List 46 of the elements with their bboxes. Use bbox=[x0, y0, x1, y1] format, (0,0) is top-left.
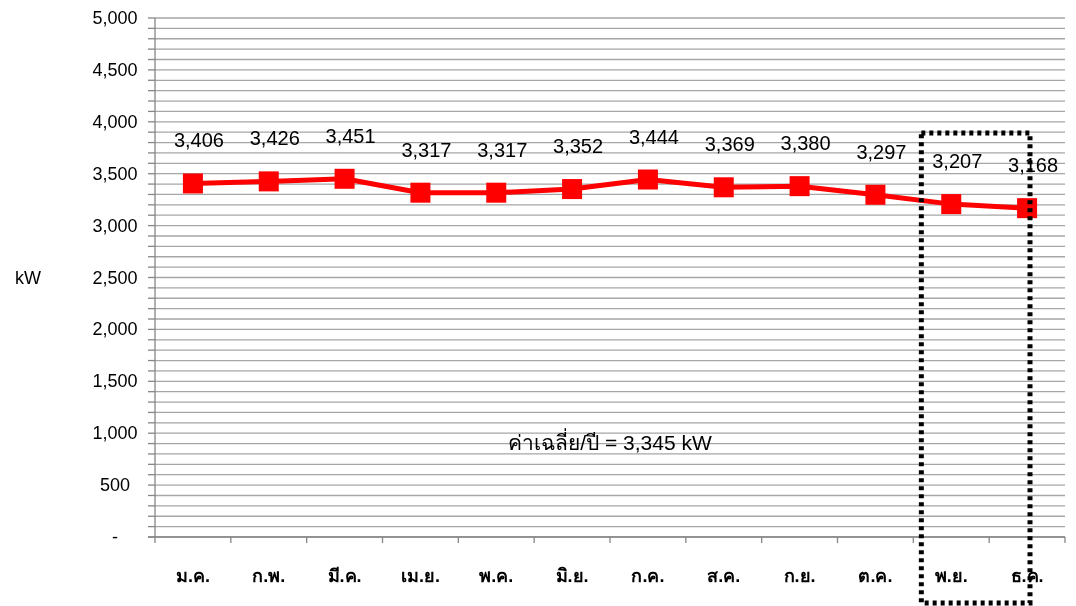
point bbox=[789, 176, 810, 197]
y-tick-label: 2,500 bbox=[92, 267, 138, 288]
y-tick-label: 4,000 bbox=[92, 111, 138, 132]
point bbox=[258, 171, 279, 192]
y-tick-label: 5,000 bbox=[92, 8, 138, 28]
y-tick-label: 500 bbox=[99, 475, 131, 496]
x-tick-label: ก.ย. bbox=[783, 566, 816, 586]
x-tick-label: ก.พ. bbox=[252, 566, 286, 586]
point bbox=[562, 179, 583, 200]
point bbox=[713, 177, 734, 198]
point bbox=[410, 182, 431, 203]
point bbox=[486, 182, 507, 203]
text: 3,380 bbox=[780, 132, 831, 155]
text: 3,297 bbox=[856, 140, 907, 163]
y-axis-title: kW bbox=[15, 267, 41, 288]
text: 3,317 bbox=[401, 138, 452, 161]
x-tick-label: มิ.ย. bbox=[555, 566, 589, 586]
point bbox=[941, 194, 962, 215]
y-tick-label: 1,500 bbox=[92, 371, 138, 392]
y-tick-label: 1,000 bbox=[92, 423, 138, 444]
x-tick-label: พ.ค. bbox=[479, 566, 514, 586]
point bbox=[334, 168, 355, 189]
x-tick-label: ส.ค. bbox=[707, 566, 741, 586]
point bbox=[637, 169, 658, 190]
text: 3,406 bbox=[173, 129, 224, 152]
x-tick-label: ก.ค. bbox=[631, 566, 665, 586]
text: 3,444 bbox=[628, 125, 679, 148]
x-tick-label: ม.ค. bbox=[175, 566, 210, 586]
y-tick-label: 3,000 bbox=[92, 215, 138, 236]
text: 3,207 bbox=[932, 150, 983, 173]
point bbox=[865, 184, 886, 205]
x-tick-label: ต.ค. bbox=[858, 566, 893, 586]
y-tick-label: 4,500 bbox=[92, 59, 138, 80]
x-tick-label: เม.ย. bbox=[400, 566, 440, 586]
text: 3,369 bbox=[704, 133, 755, 156]
text: 3,317 bbox=[477, 138, 528, 161]
x-tick-label: มี.ค. bbox=[327, 566, 362, 586]
x-tick-label: พ.ย. bbox=[934, 566, 968, 586]
text: 3,426 bbox=[249, 127, 300, 150]
point bbox=[182, 173, 203, 194]
text: 3,352 bbox=[553, 135, 604, 158]
text: 3,451 bbox=[325, 124, 376, 147]
y-tick-label: 2,000 bbox=[92, 319, 138, 340]
y-tick-label: 3,500 bbox=[92, 163, 138, 184]
annotation: ค่าเฉลี่ย/ปี = 3,345 kW bbox=[508, 427, 712, 454]
y-tick-label: - bbox=[112, 527, 118, 547]
